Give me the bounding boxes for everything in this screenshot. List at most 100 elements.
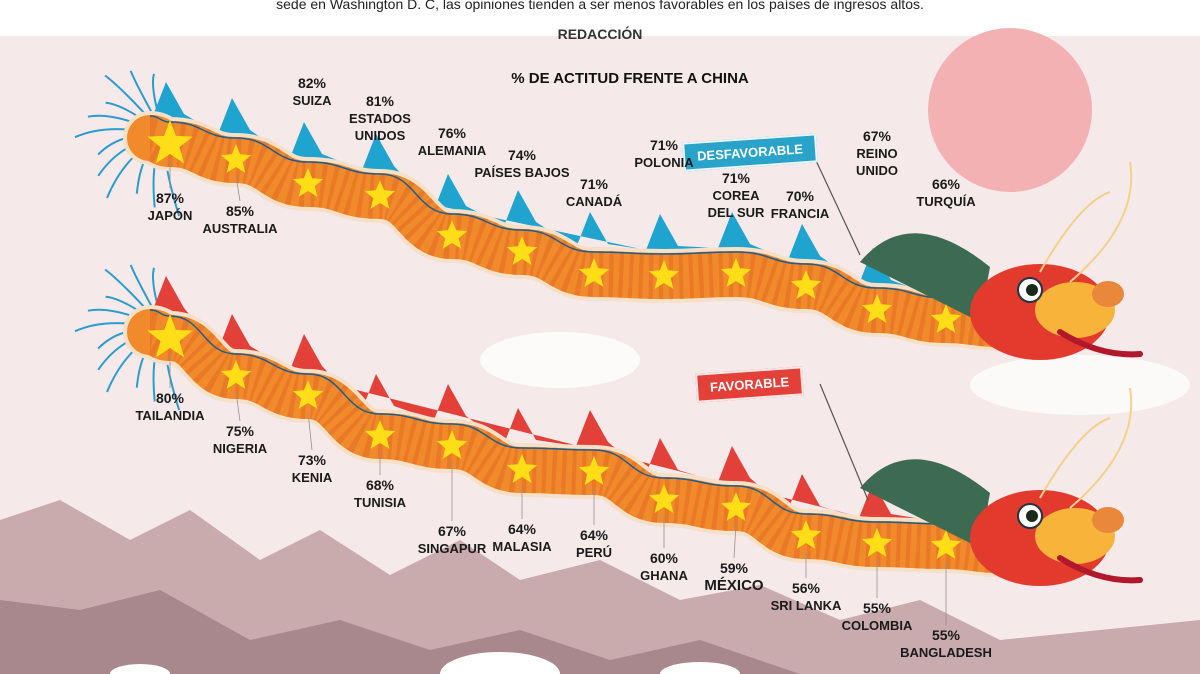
- dragon-pupil: [1026, 510, 1038, 522]
- dragon-body: [127, 309, 1023, 573]
- label-percent: 75%: [225, 423, 255, 439]
- chart-title: % DE ACTITUD FRENTE A CHINA: [511, 70, 749, 87]
- label-country: AUSTRALIA: [202, 221, 278, 236]
- data-star: [720, 258, 752, 287]
- leader-line: [235, 391, 241, 422]
- label-percent: 71%: [579, 176, 609, 192]
- leader-line: [235, 175, 241, 202]
- body-outline: [149, 309, 1001, 529]
- data-star: [648, 484, 680, 513]
- dragon-tongue: [1057, 555, 1143, 584]
- label-country: NIGERIA: [212, 441, 268, 456]
- label-percent: 81%: [365, 93, 395, 109]
- label-country: SINGAPUR: [417, 541, 487, 556]
- data-star: [436, 220, 468, 249]
- body-outline: [149, 115, 1001, 303]
- country-label: 76% ALEMANIA: [418, 125, 487, 159]
- country-label: 55% COLOMBIA: [842, 600, 913, 634]
- country-label: 67% SINGAPUR: [418, 523, 487, 557]
- dragon-whisker: [1039, 191, 1111, 273]
- label-percent: 55%: [862, 600, 892, 616]
- label-country: PERÚ: [575, 545, 613, 560]
- label-percent: 64%: [579, 527, 609, 543]
- country-label: 59% MÉXICO: [704, 560, 763, 594]
- country-label: 70% FRANCIA: [771, 188, 830, 222]
- country-label: 73% KENIA: [292, 452, 332, 486]
- label-country: TURQUÍA: [916, 194, 976, 209]
- data-star: [790, 270, 822, 299]
- dragon-favorable: [74, 264, 1143, 625]
- label-percent: 66%: [931, 176, 961, 192]
- country-label: 75% NIGERIA: [213, 423, 267, 457]
- label-percent: 71%: [649, 137, 679, 153]
- sun: [928, 28, 1092, 192]
- label-country: ALEMANIA: [417, 143, 487, 158]
- data-star: [506, 454, 538, 483]
- country-label: 66% TURQUÍA: [916, 176, 975, 210]
- label-percent: 68%: [365, 477, 395, 493]
- label-country: COLOMBIA: [841, 618, 913, 633]
- country-label: 74% PAÍSES BAJOS: [474, 147, 569, 181]
- data-star: [147, 120, 193, 164]
- label-percent: 64%: [507, 521, 537, 537]
- label-country: GHANA: [640, 568, 688, 583]
- data-star: [578, 456, 610, 485]
- country-label: 71% POLONIA: [634, 137, 693, 171]
- label-percent: 59%: [719, 560, 749, 576]
- label-percent: 82%: [297, 75, 327, 91]
- label-percent: 74%: [507, 147, 537, 163]
- country-label: 56% SRI LANKA: [771, 580, 842, 614]
- country-label: 64% PERÚ: [576, 527, 612, 561]
- data-star: [436, 430, 468, 459]
- data-star: [292, 380, 324, 409]
- banner-pole: [819, 383, 869, 501]
- data-star: [648, 260, 680, 289]
- country-label: 80% TAILANDIA: [135, 390, 204, 424]
- label-percent: 55%: [931, 627, 961, 643]
- data-star: [220, 360, 252, 389]
- label-country: TUNISIA: [354, 495, 406, 510]
- label-percent: 85%: [225, 203, 255, 219]
- dragon-whisker: [1039, 417, 1111, 499]
- country-label: 67% REINO UNIDO: [856, 128, 898, 179]
- dragon-nose: [1092, 281, 1124, 307]
- country-label: 60% GHANA: [640, 550, 688, 584]
- label-country: JAPÓN: [147, 208, 193, 223]
- banner-pole: [811, 151, 861, 256]
- dragon-nose: [1092, 507, 1124, 533]
- label-country: POLONIA: [634, 155, 694, 170]
- label-percent: 87%: [155, 190, 185, 206]
- label-country: MÉXICO: [704, 577, 764, 594]
- label-country: BANGLADESH: [900, 645, 992, 660]
- data-star: [790, 520, 822, 549]
- label-percent: 67%: [862, 128, 892, 144]
- label-percent: 67%: [437, 523, 467, 539]
- data-star: [861, 294, 893, 323]
- label-percent: 76%: [437, 125, 467, 141]
- country-label: 68% TUNISIA: [354, 477, 406, 511]
- data-star: [578, 258, 610, 287]
- dragon-tongue: [1057, 329, 1143, 358]
- label-country: SRI LANKA: [770, 598, 842, 613]
- label-percent: 71%: [721, 170, 751, 186]
- label-percent: 80%: [155, 390, 185, 406]
- data-star: [147, 314, 193, 358]
- dragon-whisker: [1069, 161, 1133, 283]
- country-label: 87% JAPÓN: [148, 190, 193, 224]
- country-label: 55% BANGLADESH: [900, 627, 992, 661]
- label-country: COREA DEL SUR: [707, 188, 765, 220]
- data-star: [506, 236, 538, 265]
- intro-text: sede en Washington D. C, las opiniones t…: [276, 0, 924, 12]
- country-label: 81% ESTADOS UNIDOS: [349, 93, 411, 144]
- leader-line: [307, 411, 313, 451]
- label-percent: 73%: [297, 452, 327, 468]
- country-label: 85% AUSTRALIA: [202, 203, 277, 237]
- data-star: [930, 304, 962, 333]
- data-star: [364, 180, 396, 209]
- dragon-mane: [860, 233, 990, 322]
- label-country: PAÍSES BAJOS: [474, 165, 570, 180]
- data-star: [720, 492, 752, 521]
- label-percent: 60%: [649, 550, 679, 566]
